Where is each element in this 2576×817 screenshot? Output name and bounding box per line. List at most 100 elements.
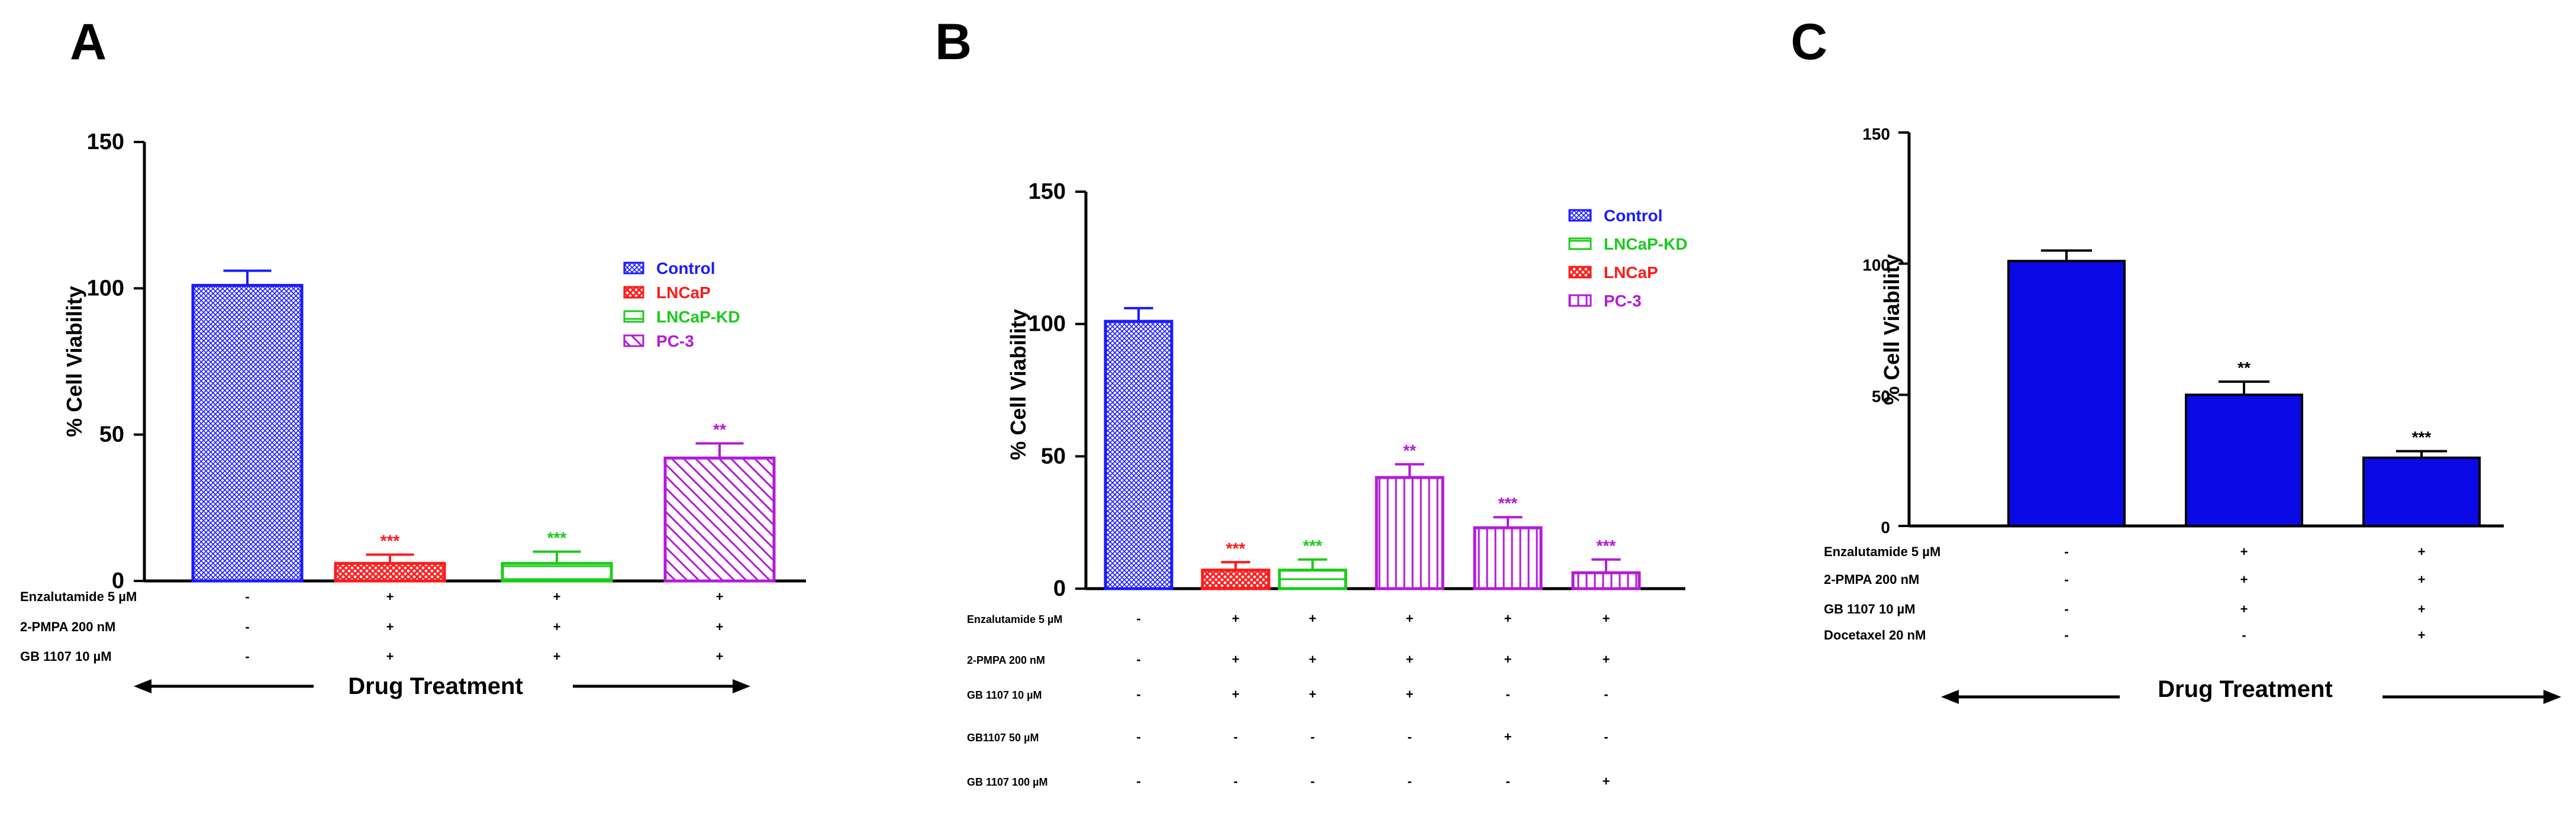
bar <box>2007 260 2126 527</box>
y-tick-label: 0 <box>1881 518 1890 537</box>
treatment-symbol: - <box>1310 774 1314 789</box>
treatment-symbol: + <box>1406 611 1414 626</box>
drug-treatment-arrow-a: Drug Treatment <box>134 673 750 699</box>
treatment-symbol: + <box>716 619 724 634</box>
panel-c-treatments: Enzalutamide 5 µM - + +2-PMPA 200 nM - + + GB 1… <box>1824 544 2425 642</box>
treatment-symbol: + <box>716 589 724 604</box>
legend-swatch <box>623 261 644 275</box>
panel-a-legend: Control LNCaP LNCaP-KD PC-3 <box>623 259 740 350</box>
significance-label: *** <box>381 531 400 550</box>
legend-swatch <box>1568 266 1592 279</box>
treatment-symbol: + <box>2418 572 2426 587</box>
significance-label: *** <box>1226 539 1246 557</box>
treatment-symbol: + <box>1232 611 1240 626</box>
right-arrow-head-c <box>2543 690 2561 704</box>
bar <box>501 561 613 583</box>
treatment-row-label: GB1107 50 µM <box>967 732 1039 744</box>
treatment-row-label: Docetaxel 20 nM <box>1824 628 1926 642</box>
legend-entry: PC-3 <box>1604 292 1642 310</box>
treatment-symbol: - <box>2242 628 2246 642</box>
y-axis-label: % Cell Viability <box>1006 309 1030 460</box>
treatment-row-label: 2-PMPA 200 nM <box>967 654 1045 666</box>
treatment-symbol: - <box>1604 729 1608 744</box>
treatment-symbol: + <box>2240 544 2248 559</box>
treatment-symbol: - <box>1407 774 1411 789</box>
treatment-symbol: - <box>1407 729 1411 744</box>
treatment-symbol: - <box>1136 611 1140 626</box>
bar <box>1375 476 1445 590</box>
bar <box>1278 569 1347 590</box>
y-tick-label: 150 <box>1862 125 1890 143</box>
bar <box>1201 569 1271 590</box>
y-tick-label: 100 <box>1862 256 1890 275</box>
treatment-symbol: + <box>2418 602 2426 616</box>
right-arrow-head-a <box>733 679 750 693</box>
treatment-symbol: + <box>2240 602 2248 616</box>
y-tick-label: 0 <box>112 569 124 593</box>
drug-treatment-arrow-c: Drug Treatment <box>1941 676 2561 704</box>
legend-swatch <box>623 334 644 347</box>
treatment-symbol: - <box>2064 544 2068 559</box>
treatment-symbol: + <box>1504 652 1512 667</box>
treatment-symbol: + <box>1309 611 1317 626</box>
y-axis-label: % Cell Viability <box>62 286 86 437</box>
significance-label: *** <box>2412 428 2432 447</box>
treatment-symbol: + <box>386 649 394 664</box>
bar <box>663 456 776 583</box>
treatment-row-label: Enzalutamide 5 µM <box>20 589 137 604</box>
treatment-symbol: - <box>2064 572 2068 587</box>
treatment-row-label: GB 1107 100 µM <box>967 776 1047 788</box>
y-tick-label: 150 <box>1029 179 1066 204</box>
drug-treatment-label-a: Drug Treatment <box>348 673 523 699</box>
treatment-symbol: - <box>245 619 249 634</box>
panel-b-legend: Control LNCaP-KD LNCaP PC-3 <box>1568 206 1688 310</box>
treatment-symbol: + <box>716 649 724 664</box>
y-tick-label: 0 <box>1053 576 1066 601</box>
y-axis-label: % Cell Viability <box>1879 254 1904 405</box>
treatment-symbol: - <box>1604 687 1608 702</box>
legend-swatch <box>1568 294 1592 307</box>
treatment-symbol: + <box>2240 572 2248 587</box>
significance-label: *** <box>1498 494 1518 512</box>
treatment-row-label: Enzalutamide 5 µM <box>967 613 1062 625</box>
treatment-symbol: - <box>245 589 249 604</box>
treatment-symbol: - <box>1233 729 1237 744</box>
treatment-symbol: + <box>2418 628 2426 642</box>
treatment-symbol: + <box>1406 687 1414 702</box>
treatment-symbol: - <box>1136 774 1140 789</box>
legend-entry: PC-3 <box>656 332 694 350</box>
significance-label: ** <box>2238 359 2251 377</box>
treatment-symbol: + <box>1232 652 1240 667</box>
legend-entry: Control <box>1604 206 1663 225</box>
significance-label: *** <box>547 529 567 547</box>
treatment-symbol: + <box>553 619 561 634</box>
bar <box>334 561 446 583</box>
treatment-symbol: + <box>1603 652 1610 667</box>
bar <box>2362 456 2481 528</box>
bar <box>2185 393 2303 527</box>
treatment-symbol: + <box>553 589 561 604</box>
significance-label: ** <box>1403 441 1416 460</box>
treatment-symbol: + <box>1232 687 1240 702</box>
legend-entry: Control <box>656 259 715 277</box>
treatment-symbol: - <box>1505 687 1510 702</box>
y-tick-label: 100 <box>87 276 124 301</box>
legend-swatch <box>623 286 644 299</box>
legend-entry: LNCaP-KD <box>656 308 740 326</box>
y-tick-label: 100 <box>1029 312 1066 337</box>
legend-entry: LNCaP <box>656 283 711 302</box>
y-tick-label: 150 <box>87 130 124 154</box>
treatment-symbol: + <box>1309 652 1317 667</box>
treatment-symbol: + <box>1603 611 1610 626</box>
panel-letter-c: C <box>1791 14 1827 70</box>
treatment-symbol: - <box>1136 729 1140 744</box>
panel-a-treatments: Enzalutamide 5 µM - + + +2-PMPA 200 nM - + + + GB… <box>20 589 723 664</box>
treatment-symbol: - <box>1136 687 1140 702</box>
treatment-symbol: - <box>2064 628 2068 642</box>
treatment-symbol: + <box>386 589 394 604</box>
legend-swatch <box>1568 237 1592 250</box>
